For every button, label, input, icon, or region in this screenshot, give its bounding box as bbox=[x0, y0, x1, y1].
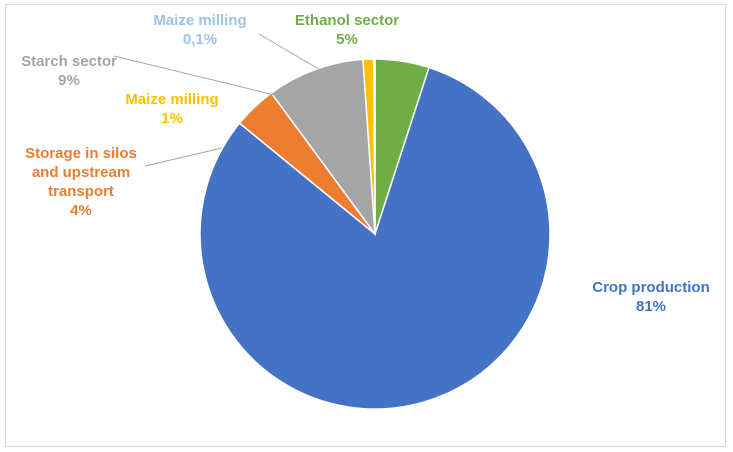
slice-value-label-2: 4% bbox=[70, 202, 92, 219]
leader-line-5 bbox=[258, 33, 323, 72]
slice-value-label-4: 1% bbox=[161, 110, 183, 127]
pie-slice-1 bbox=[199, 66, 551, 410]
leader-lines bbox=[113, 33, 323, 167]
slice-name-label-5: Maize milling bbox=[153, 12, 246, 29]
pie-slices bbox=[199, 58, 551, 410]
leader-line-2 bbox=[144, 147, 223, 167]
slice-name-label-2: and upstream bbox=[32, 164, 130, 181]
pie-slice-3 bbox=[270, 58, 376, 237]
slice-value-label-3: 9% bbox=[58, 72, 80, 89]
slice-name-label-0: Ethanol sector bbox=[295, 12, 399, 29]
slice-labels: Ethanol sector 5% Crop production 81% Storag… bbox=[21, 12, 710, 315]
leader-line-3 bbox=[113, 55, 284, 98]
slice-value-label-1: 81% bbox=[636, 298, 666, 315]
slice-name-label-3: Starch sector bbox=[21, 53, 117, 70]
slice-name-label-4: Maize milling bbox=[125, 91, 218, 108]
slice-value-label-5: 0,1% bbox=[183, 31, 217, 48]
slice-name-label-2: transport bbox=[48, 183, 114, 200]
pie-slice-5 bbox=[373, 58, 376, 235]
slice-value-label-0: 5% bbox=[336, 31, 358, 48]
slice-name-label-2: Storage in silos bbox=[25, 145, 137, 162]
slice-name-label-1: Crop production bbox=[592, 279, 709, 296]
